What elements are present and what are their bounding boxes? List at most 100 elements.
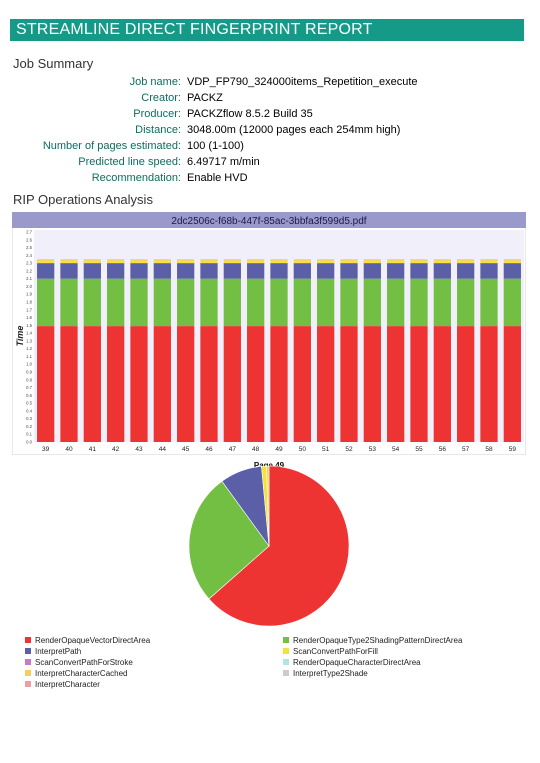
y-tick-label: 1.5 bbox=[26, 323, 32, 328]
stacked-bar-chart: 2dc2506c-f68b-447f-85ac-3bbfa3f599d5.pdf… bbox=[12, 212, 526, 455]
bar-segment bbox=[107, 259, 125, 261]
bar-segment bbox=[177, 259, 195, 261]
job-label: Producer: bbox=[133, 108, 181, 120]
legend-label: InterpretType2Shade bbox=[293, 669, 368, 678]
bar-segment bbox=[480, 259, 498, 261]
job-label: Creator: bbox=[141, 92, 181, 104]
legend-item: ScanConvertPathForStroke bbox=[25, 658, 133, 668]
job-value: 100 (1-100) bbox=[187, 140, 244, 152]
chart-title-bar bbox=[12, 212, 526, 228]
x-tick-label: 58 bbox=[485, 446, 493, 453]
bar-segment bbox=[317, 326, 335, 442]
y-tick-label: 1.7 bbox=[26, 307, 32, 312]
job-value: Enable HVD bbox=[187, 172, 248, 184]
y-tick-label: 2.3 bbox=[26, 261, 32, 266]
x-tick-label: 46 bbox=[205, 446, 213, 453]
legend-item: InterpretType2Shade bbox=[283, 669, 368, 679]
bar-segment bbox=[363, 278, 381, 327]
bar-segment bbox=[153, 259, 171, 261]
bar-segment bbox=[503, 259, 521, 261]
bar-segment bbox=[223, 260, 241, 264]
bar-segment bbox=[200, 259, 218, 261]
legend-swatch bbox=[283, 659, 289, 665]
y-tick-label: 2.2 bbox=[26, 268, 32, 273]
bar-segment bbox=[363, 260, 381, 264]
y-tick-label: 2.5 bbox=[26, 245, 32, 250]
bar-segment bbox=[60, 260, 78, 264]
bar-segment bbox=[130, 326, 148, 442]
legend-item: InterpretPath bbox=[25, 647, 81, 657]
x-tick-label: 55 bbox=[415, 446, 423, 453]
bar-segment bbox=[363, 259, 381, 261]
x-tick-label: 49 bbox=[275, 446, 283, 453]
bar-segment bbox=[223, 263, 241, 279]
legend-swatch bbox=[25, 670, 31, 676]
bar-segment bbox=[223, 259, 241, 261]
y-tick-label: 1.3 bbox=[26, 338, 32, 343]
bar-segment bbox=[177, 326, 195, 442]
bar-segment bbox=[387, 259, 405, 261]
y-tick-label: 1.8 bbox=[26, 300, 32, 305]
pie-title: Page 49 bbox=[254, 461, 285, 470]
legend-swatch bbox=[25, 637, 31, 643]
bar-segment bbox=[177, 263, 195, 279]
bar-segment bbox=[60, 259, 78, 261]
job-row-producer: Producer: PACKZflow 8.5.2 Build 35 bbox=[13, 106, 433, 122]
bar-segment bbox=[293, 260, 311, 264]
bar-segment bbox=[83, 326, 101, 442]
bar-segment bbox=[503, 326, 521, 442]
x-tick-label: 51 bbox=[322, 446, 330, 453]
bar-segment bbox=[410, 278, 428, 327]
bar-segment bbox=[60, 278, 78, 327]
x-tick-label: 44 bbox=[159, 446, 167, 453]
bar-segment bbox=[340, 278, 358, 327]
bar-segment bbox=[363, 263, 381, 279]
bar-segment bbox=[317, 263, 335, 279]
x-tick-label: 48 bbox=[252, 446, 260, 453]
bar-segment bbox=[317, 278, 335, 327]
job-label: Job name: bbox=[129, 76, 181, 88]
y-tick-label: 0.6 bbox=[26, 393, 32, 398]
bar-segment bbox=[293, 259, 311, 261]
bar-segment bbox=[130, 263, 148, 279]
y-axis-label: Time bbox=[15, 326, 25, 347]
legend-swatch bbox=[25, 648, 31, 654]
bar-segment bbox=[60, 326, 78, 442]
y-tick-label: 2.4 bbox=[26, 253, 32, 258]
legend-item: InterpretCharacter bbox=[25, 680, 100, 690]
job-row-creator: Creator: PACKZ bbox=[13, 90, 433, 106]
y-tick-label: 2.0 bbox=[26, 284, 32, 289]
job-label: Distance: bbox=[135, 124, 181, 136]
bar-segment bbox=[270, 260, 288, 264]
bar-segment bbox=[177, 278, 195, 327]
bar-segment bbox=[457, 259, 475, 261]
x-tick-label: 57 bbox=[462, 446, 470, 453]
bar-segment bbox=[387, 263, 405, 279]
legend-item: RenderOpaqueType2ShadingPatternDirectAre… bbox=[283, 636, 462, 646]
legend-label: InterpretCharacterCached bbox=[35, 669, 128, 678]
x-tick-label: 50 bbox=[299, 446, 307, 453]
job-value: VDP_FP790_324000items_Repetition_execute bbox=[187, 76, 418, 88]
y-tick-label: 0.7 bbox=[26, 385, 32, 390]
bar-segment bbox=[247, 263, 265, 279]
bar-segment bbox=[37, 263, 55, 279]
chart-title: 2dc2506c-f68b-447f-85ac-3bbfa3f599d5.pdf bbox=[171, 216, 366, 227]
bar-segment bbox=[433, 260, 451, 264]
y-tick-label: 1.9 bbox=[26, 292, 32, 297]
bar-segment bbox=[387, 260, 405, 264]
bar-segment bbox=[60, 263, 78, 279]
x-tick-label: 43 bbox=[135, 446, 143, 453]
y-tick-label: 1.6 bbox=[26, 315, 32, 320]
x-tick-label: 56 bbox=[439, 446, 447, 453]
y-tick-label: 0.9 bbox=[26, 370, 32, 375]
bar-segment bbox=[107, 326, 125, 442]
bar-segment bbox=[247, 260, 265, 264]
x-tick-label: 41 bbox=[89, 446, 97, 453]
pie-chart: Page 49 bbox=[188, 461, 350, 627]
bar-segment bbox=[37, 260, 55, 264]
bar-segment bbox=[247, 278, 265, 327]
bar-segment bbox=[433, 278, 451, 327]
bar-segment bbox=[457, 278, 475, 327]
x-tick-label: 39 bbox=[42, 446, 50, 453]
bar-segment bbox=[83, 259, 101, 261]
